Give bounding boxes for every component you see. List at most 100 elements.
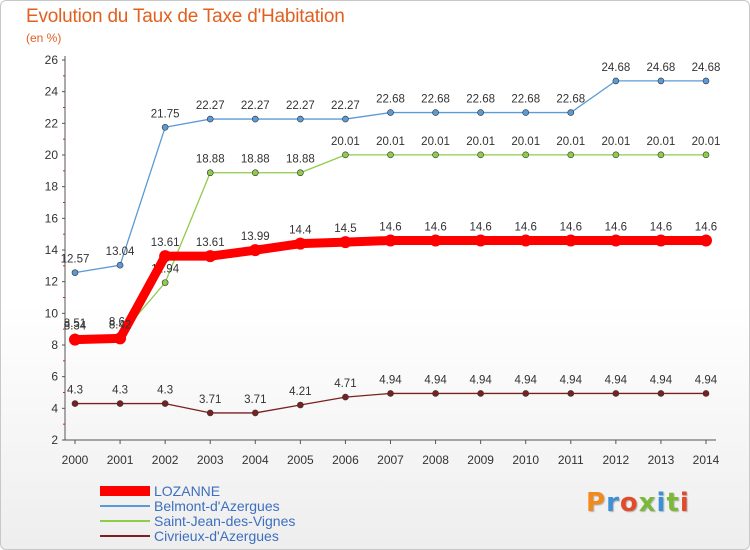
- x-tick-label: 2007: [377, 453, 404, 467]
- data-point: [249, 244, 262, 257]
- data-label: 4.3: [157, 385, 173, 397]
- data-label: 4.94: [650, 374, 673, 386]
- data-label: 14.6: [424, 222, 446, 234]
- logo-letter: P: [586, 488, 607, 518]
- logo-letter: o: [619, 488, 639, 518]
- logo-letter: r: [606, 488, 620, 518]
- data-point: [161, 279, 169, 286]
- data-label: 20.01: [331, 136, 360, 148]
- data-label: 4.94: [469, 374, 492, 386]
- data-label: 20.01: [511, 136, 540, 148]
- data-point: [477, 151, 484, 159]
- data-label: 20.01: [556, 136, 585, 148]
- data-label: 24.68: [692, 62, 721, 74]
- data-label: 20.01: [692, 136, 721, 148]
- data-point: [161, 123, 169, 131]
- y-tick-label: 6: [51, 370, 58, 384]
- data-point: [114, 332, 127, 345]
- data-label: 14.6: [379, 222, 401, 234]
- data-point: [342, 115, 349, 123]
- data-point: [116, 261, 124, 269]
- data-label: 18.88: [241, 154, 270, 166]
- data-label: 14.6: [605, 222, 627, 234]
- data-label: 13.99: [241, 231, 270, 243]
- y-tick-label: 26: [45, 53, 59, 67]
- y-tick-label: 16: [45, 211, 59, 225]
- data-label: 21.75: [151, 108, 180, 120]
- data-point: [339, 236, 352, 249]
- x-tick-label: 2005: [287, 453, 314, 467]
- legend-swatch: [100, 505, 150, 507]
- data-point: [474, 234, 487, 247]
- data-label: 8.51: [64, 318, 86, 330]
- data-label: 24.68: [601, 62, 630, 74]
- data-point: [522, 390, 530, 397]
- data-label: 14.6: [695, 222, 717, 234]
- legend-swatch: [100, 520, 150, 522]
- data-point: [612, 151, 620, 159]
- data-label: 22.68: [466, 94, 495, 106]
- data-point: [519, 234, 532, 247]
- data-label: 8.34: [64, 321, 87, 333]
- x-tick-label: 2008: [422, 453, 449, 467]
- data-label: 18.88: [286, 154, 315, 166]
- data-label: 22.27: [331, 100, 360, 112]
- data-point: [567, 109, 575, 116]
- x-tick-label: 2001: [107, 453, 134, 467]
- data-point: [69, 333, 81, 346]
- data-point: [297, 169, 304, 177]
- x-tick-label: 2006: [332, 453, 359, 467]
- data-point: [206, 115, 214, 123]
- chart-title: Evolution du Taux de Taxe d'Habitation: [26, 6, 345, 27]
- data-point: [206, 409, 214, 417]
- y-tick-label: 2: [51, 433, 58, 447]
- data-point: [116, 400, 124, 407]
- logo-letter: t: [666, 488, 680, 518]
- logo-letter: i: [679, 488, 690, 518]
- data-point: [294, 237, 307, 250]
- logo-letter: i: [656, 488, 667, 518]
- data-point: [429, 234, 442, 247]
- y-tick-label: 8: [51, 338, 58, 352]
- data-point: [297, 401, 304, 409]
- data-point: [702, 390, 710, 397]
- x-tick-label: 2013: [648, 453, 675, 467]
- data-point: [477, 390, 484, 397]
- data-label: 20.01: [376, 136, 405, 148]
- x-tick-label: 2004: [242, 453, 269, 467]
- data-label: 22.68: [421, 94, 450, 106]
- data-label: 4.94: [695, 374, 718, 386]
- data-label: 4.94: [560, 374, 583, 386]
- data-label: 13.04: [106, 246, 135, 258]
- data-point: [657, 77, 665, 85]
- data-point: [612, 77, 620, 85]
- data-point: [432, 390, 439, 397]
- data-label: 14.4: [289, 225, 312, 237]
- data-point: [657, 390, 665, 397]
- data-label: 4.21: [289, 386, 311, 398]
- data-point: [522, 151, 530, 159]
- data-point: [567, 390, 575, 397]
- data-label: 20.01: [601, 136, 630, 148]
- data-point: [251, 169, 259, 177]
- legend-label: Civrieux-d'Azergues: [154, 528, 279, 544]
- data-label: 22.27: [241, 100, 270, 112]
- data-label: 4.94: [515, 374, 538, 386]
- data-point: [700, 234, 712, 247]
- data-point: [477, 109, 484, 116]
- data-label: 3.71: [244, 394, 266, 406]
- data-label: 14.5: [334, 223, 356, 235]
- data-point: [387, 109, 394, 116]
- data-label: 22.68: [511, 94, 540, 106]
- data-point: [564, 234, 577, 247]
- legend-swatch: [100, 535, 150, 537]
- data-label: 14.6: [560, 222, 582, 234]
- data-label: 24.68: [647, 62, 676, 74]
- proxiti-logo: Proxiti: [586, 488, 690, 518]
- data-point: [612, 390, 620, 397]
- data-point: [702, 77, 710, 85]
- data-label: 4.71: [334, 378, 356, 390]
- data-label: 3.71: [199, 394, 221, 406]
- y-tick-label: 24: [45, 85, 59, 99]
